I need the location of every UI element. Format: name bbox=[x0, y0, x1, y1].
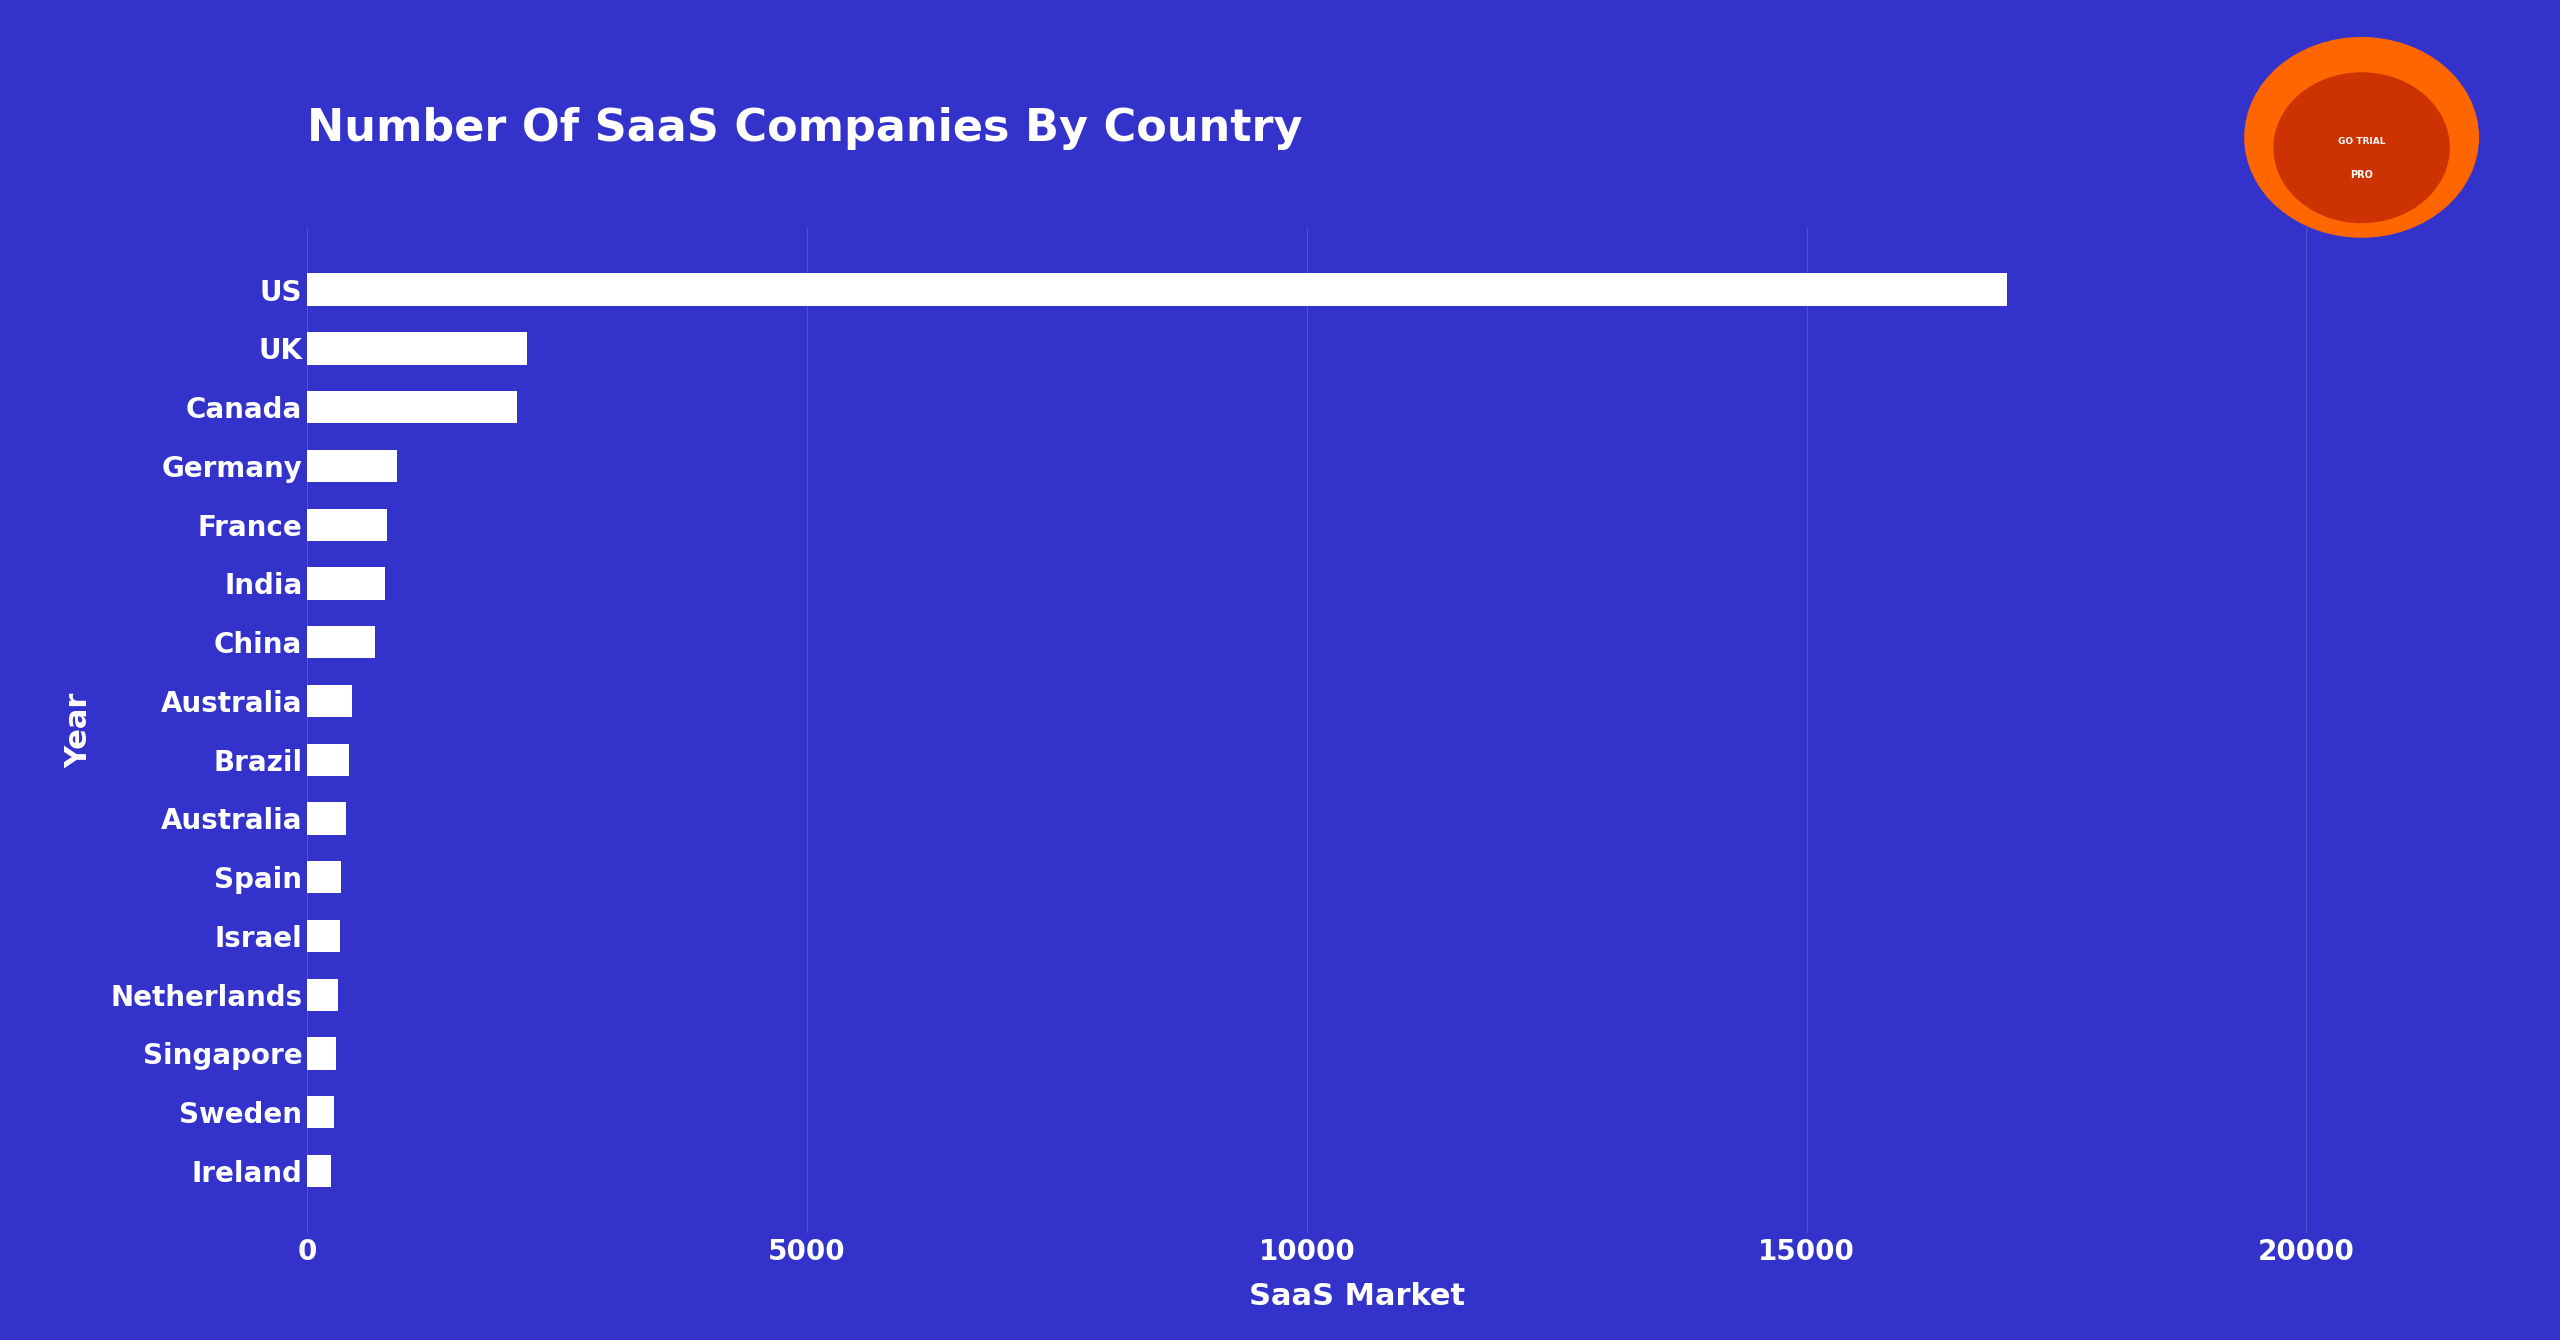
X-axis label: SaaS Market: SaaS Market bbox=[1249, 1282, 1464, 1312]
Bar bbox=[307, 567, 384, 599]
Circle shape bbox=[2273, 72, 2450, 222]
Bar bbox=[307, 803, 346, 835]
Bar bbox=[307, 391, 517, 423]
Text: Number Of SaaS Companies By Country: Number Of SaaS Companies By Country bbox=[307, 107, 1303, 150]
Text: PRO: PRO bbox=[2350, 170, 2373, 180]
Bar bbox=[307, 1037, 335, 1069]
Bar bbox=[307, 685, 353, 717]
Bar bbox=[307, 332, 527, 364]
Bar bbox=[307, 626, 376, 658]
Y-axis label: Year: Year bbox=[64, 693, 95, 768]
Bar bbox=[307, 919, 340, 953]
Bar bbox=[307, 1155, 330, 1187]
Bar bbox=[307, 744, 348, 776]
Bar bbox=[307, 978, 338, 1010]
Bar bbox=[307, 1096, 333, 1128]
Text: GO TRIAL: GO TRIAL bbox=[2337, 137, 2386, 146]
Bar bbox=[307, 508, 387, 541]
Bar bbox=[307, 273, 2007, 306]
Bar bbox=[307, 862, 340, 894]
Circle shape bbox=[2245, 38, 2478, 237]
Bar bbox=[307, 450, 397, 482]
